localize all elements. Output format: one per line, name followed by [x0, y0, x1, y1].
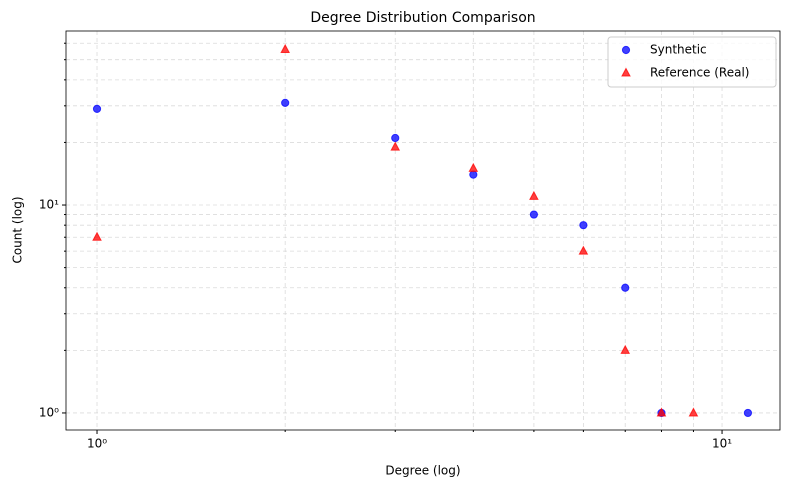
marker	[579, 221, 588, 230]
marker	[621, 283, 630, 292]
marker	[468, 162, 479, 172]
x-axis-label: Degree (log)	[385, 464, 460, 478]
y-tick-label: 10¹	[39, 198, 59, 212]
legend-label: Synthetic	[650, 43, 707, 57]
chart-title: Degree Distribution Comparison	[310, 10, 535, 26]
plot-frame	[65, 30, 781, 431]
legend-box	[607, 36, 777, 88]
marker	[280, 43, 291, 53]
marker	[578, 245, 589, 255]
marker	[281, 98, 290, 107]
marker	[92, 104, 102, 113]
legend-marker	[621, 67, 631, 77]
marker	[529, 190, 539, 200]
y-tick-label: 10⁰	[39, 405, 59, 419]
marker	[743, 408, 753, 418]
marker	[688, 407, 699, 417]
legend-marker	[621, 45, 631, 55]
marker	[469, 170, 478, 179]
x-tick-label: 10¹	[712, 437, 732, 451]
marker	[92, 231, 102, 241]
marker	[391, 133, 400, 143]
y-axis-label: Count (log)	[11, 196, 25, 263]
x-tick-label: 10⁰	[87, 437, 107, 451]
marker	[656, 407, 667, 417]
marker	[390, 141, 401, 151]
marker	[620, 344, 631, 354]
legend-label: Reference (Real)	[650, 66, 749, 80]
marker	[529, 210, 538, 219]
